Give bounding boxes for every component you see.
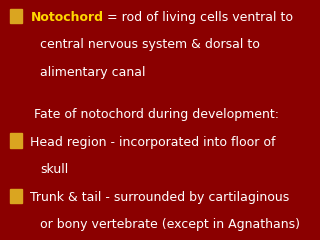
Text: skull: skull xyxy=(40,163,68,176)
Text: central nervous system & dorsal to: central nervous system & dorsal to xyxy=(40,38,260,51)
Text: = rod of living cells ventral to: = rod of living cells ventral to xyxy=(103,11,293,24)
Text: Trunk & tail - surrounded by cartilaginous: Trunk & tail - surrounded by cartilagino… xyxy=(30,191,290,204)
Text: or bony vertebrate (except in Agnathans): or bony vertebrate (except in Agnathans) xyxy=(40,218,300,231)
FancyBboxPatch shape xyxy=(10,189,22,204)
Text: Notochord: Notochord xyxy=(30,11,103,24)
FancyBboxPatch shape xyxy=(10,9,22,24)
Text: Head region - incorporated into floor of: Head region - incorporated into floor of xyxy=(30,136,276,149)
Text: alimentary canal: alimentary canal xyxy=(40,66,146,79)
Text: Fate of notochord during development:: Fate of notochord during development: xyxy=(34,108,279,121)
FancyBboxPatch shape xyxy=(10,133,22,148)
